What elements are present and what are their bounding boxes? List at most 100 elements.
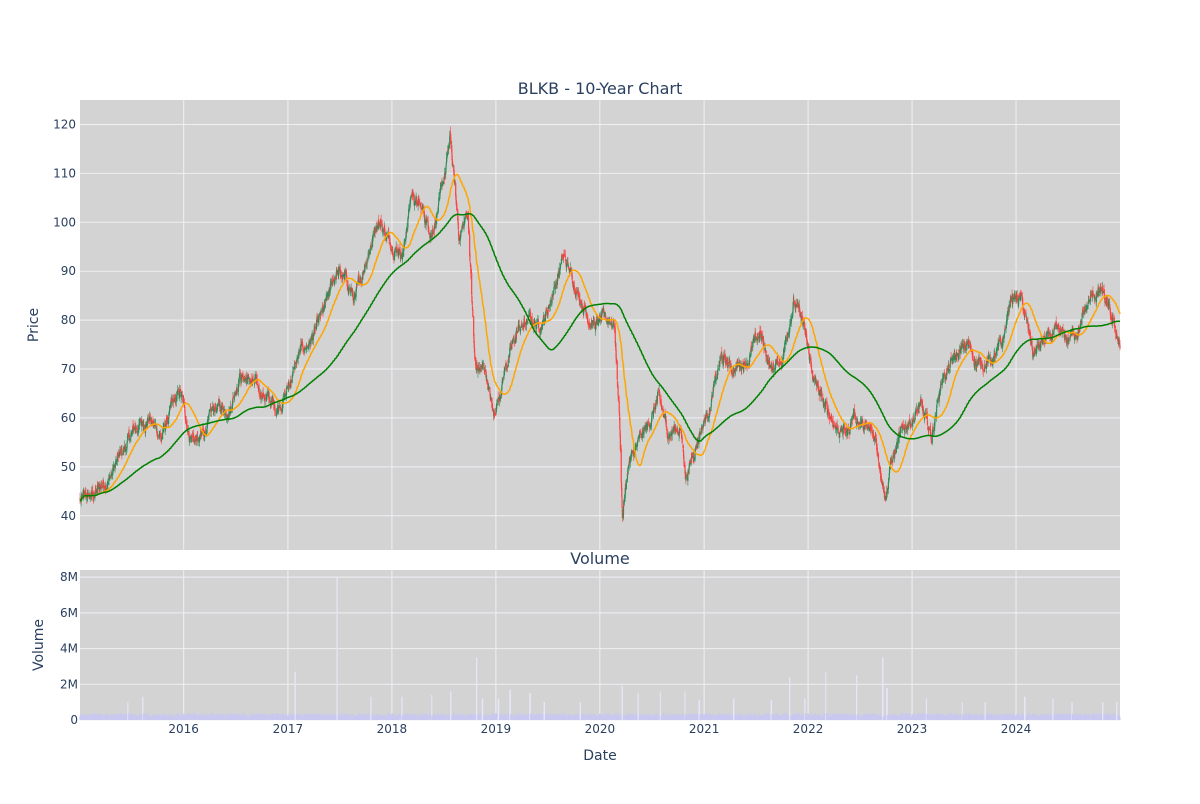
candle-body [325, 302, 326, 307]
candle-body [121, 455, 122, 456]
candle-body [620, 435, 621, 450]
candle-body [469, 254, 470, 261]
candle-body [472, 310, 473, 317]
candle-body [572, 275, 573, 279]
candle-body [729, 363, 730, 366]
candle-body [679, 432, 680, 433]
candle-body [531, 316, 532, 320]
candle-body [825, 403, 826, 404]
candle-body [927, 420, 928, 425]
candle-body [476, 365, 477, 368]
candle-body [125, 450, 126, 451]
candle-body [147, 423, 148, 425]
candle-body [181, 394, 182, 395]
candle-body [731, 370, 732, 373]
candle-body [617, 361, 618, 380]
candle-body [594, 322, 595, 326]
candle-body [456, 204, 457, 210]
candle-body [560, 264, 561, 266]
candle-body [432, 230, 433, 232]
candle-body [552, 295, 553, 297]
candle-body [942, 383, 943, 385]
candle-body [623, 506, 624, 515]
candle-body [228, 416, 229, 417]
candle-body [568, 266, 569, 268]
candle-body [602, 309, 603, 312]
candle-body [933, 431, 934, 432]
candle-body [81, 495, 82, 496]
candle-body [888, 482, 889, 489]
candle-body [565, 255, 566, 257]
candle-body [1040, 343, 1041, 347]
candle-body [199, 436, 200, 441]
candle-body [727, 365, 728, 366]
candle-body [997, 346, 998, 350]
candle-body [464, 218, 465, 223]
candle-body [461, 229, 462, 232]
candle-body [969, 341, 970, 345]
candle-body [249, 381, 250, 382]
candle-body [933, 428, 934, 430]
candle-body [817, 384, 818, 386]
candle-body [711, 397, 712, 399]
candle-body [155, 425, 156, 426]
candle-body [615, 327, 616, 343]
candle-body [458, 222, 459, 230]
candle-body [371, 248, 372, 249]
candle-body [307, 346, 308, 347]
candle-body [426, 218, 427, 219]
candle-body [169, 407, 170, 411]
candle-body [843, 425, 844, 426]
candle-body [233, 397, 234, 398]
candle-body [527, 322, 528, 324]
candle-body [143, 425, 144, 427]
candle-body [185, 419, 186, 422]
candle-body [245, 378, 246, 380]
candle-body [909, 419, 910, 420]
candle-body [696, 449, 697, 450]
candle-body [471, 273, 472, 295]
candle-body [993, 358, 994, 362]
candle-body [1025, 313, 1026, 314]
candle-body [873, 434, 874, 439]
candle-body [211, 410, 212, 411]
candle-body [961, 346, 962, 350]
candle-body [749, 354, 750, 358]
candle-body [482, 365, 483, 366]
candle-body [709, 411, 710, 412]
candle-body [876, 438, 877, 445]
candle-body [911, 424, 912, 425]
candle-body [319, 314, 320, 317]
candle-body [367, 262, 368, 264]
candle-body [919, 404, 920, 407]
candle-body [564, 254, 565, 255]
candle-body [708, 420, 709, 421]
candle-body [675, 428, 676, 429]
candle-body [402, 252, 403, 257]
candle-body [883, 487, 884, 492]
candle-body [452, 165, 453, 166]
candle-body [837, 429, 838, 430]
candle-body [923, 410, 924, 413]
candle-body [803, 322, 804, 323]
candle-body [773, 368, 774, 370]
candle-body [277, 408, 278, 413]
candle-body [1037, 344, 1038, 347]
candle-body [878, 454, 879, 461]
candle-body [1033, 357, 1034, 358]
candle-body [480, 368, 481, 369]
candle-body [448, 145, 449, 149]
candle-body [612, 326, 613, 327]
candle-body [936, 404, 937, 408]
candle-body [438, 202, 439, 205]
candle-body [504, 368, 505, 372]
candle-body [382, 230, 383, 232]
candle-body [937, 400, 938, 403]
candle-body [436, 214, 437, 217]
candle-body [380, 220, 381, 225]
candle-body [715, 380, 716, 381]
candle-body [275, 411, 276, 412]
candle-body [580, 301, 581, 303]
candle-body [179, 393, 180, 399]
candle-body [851, 421, 852, 422]
